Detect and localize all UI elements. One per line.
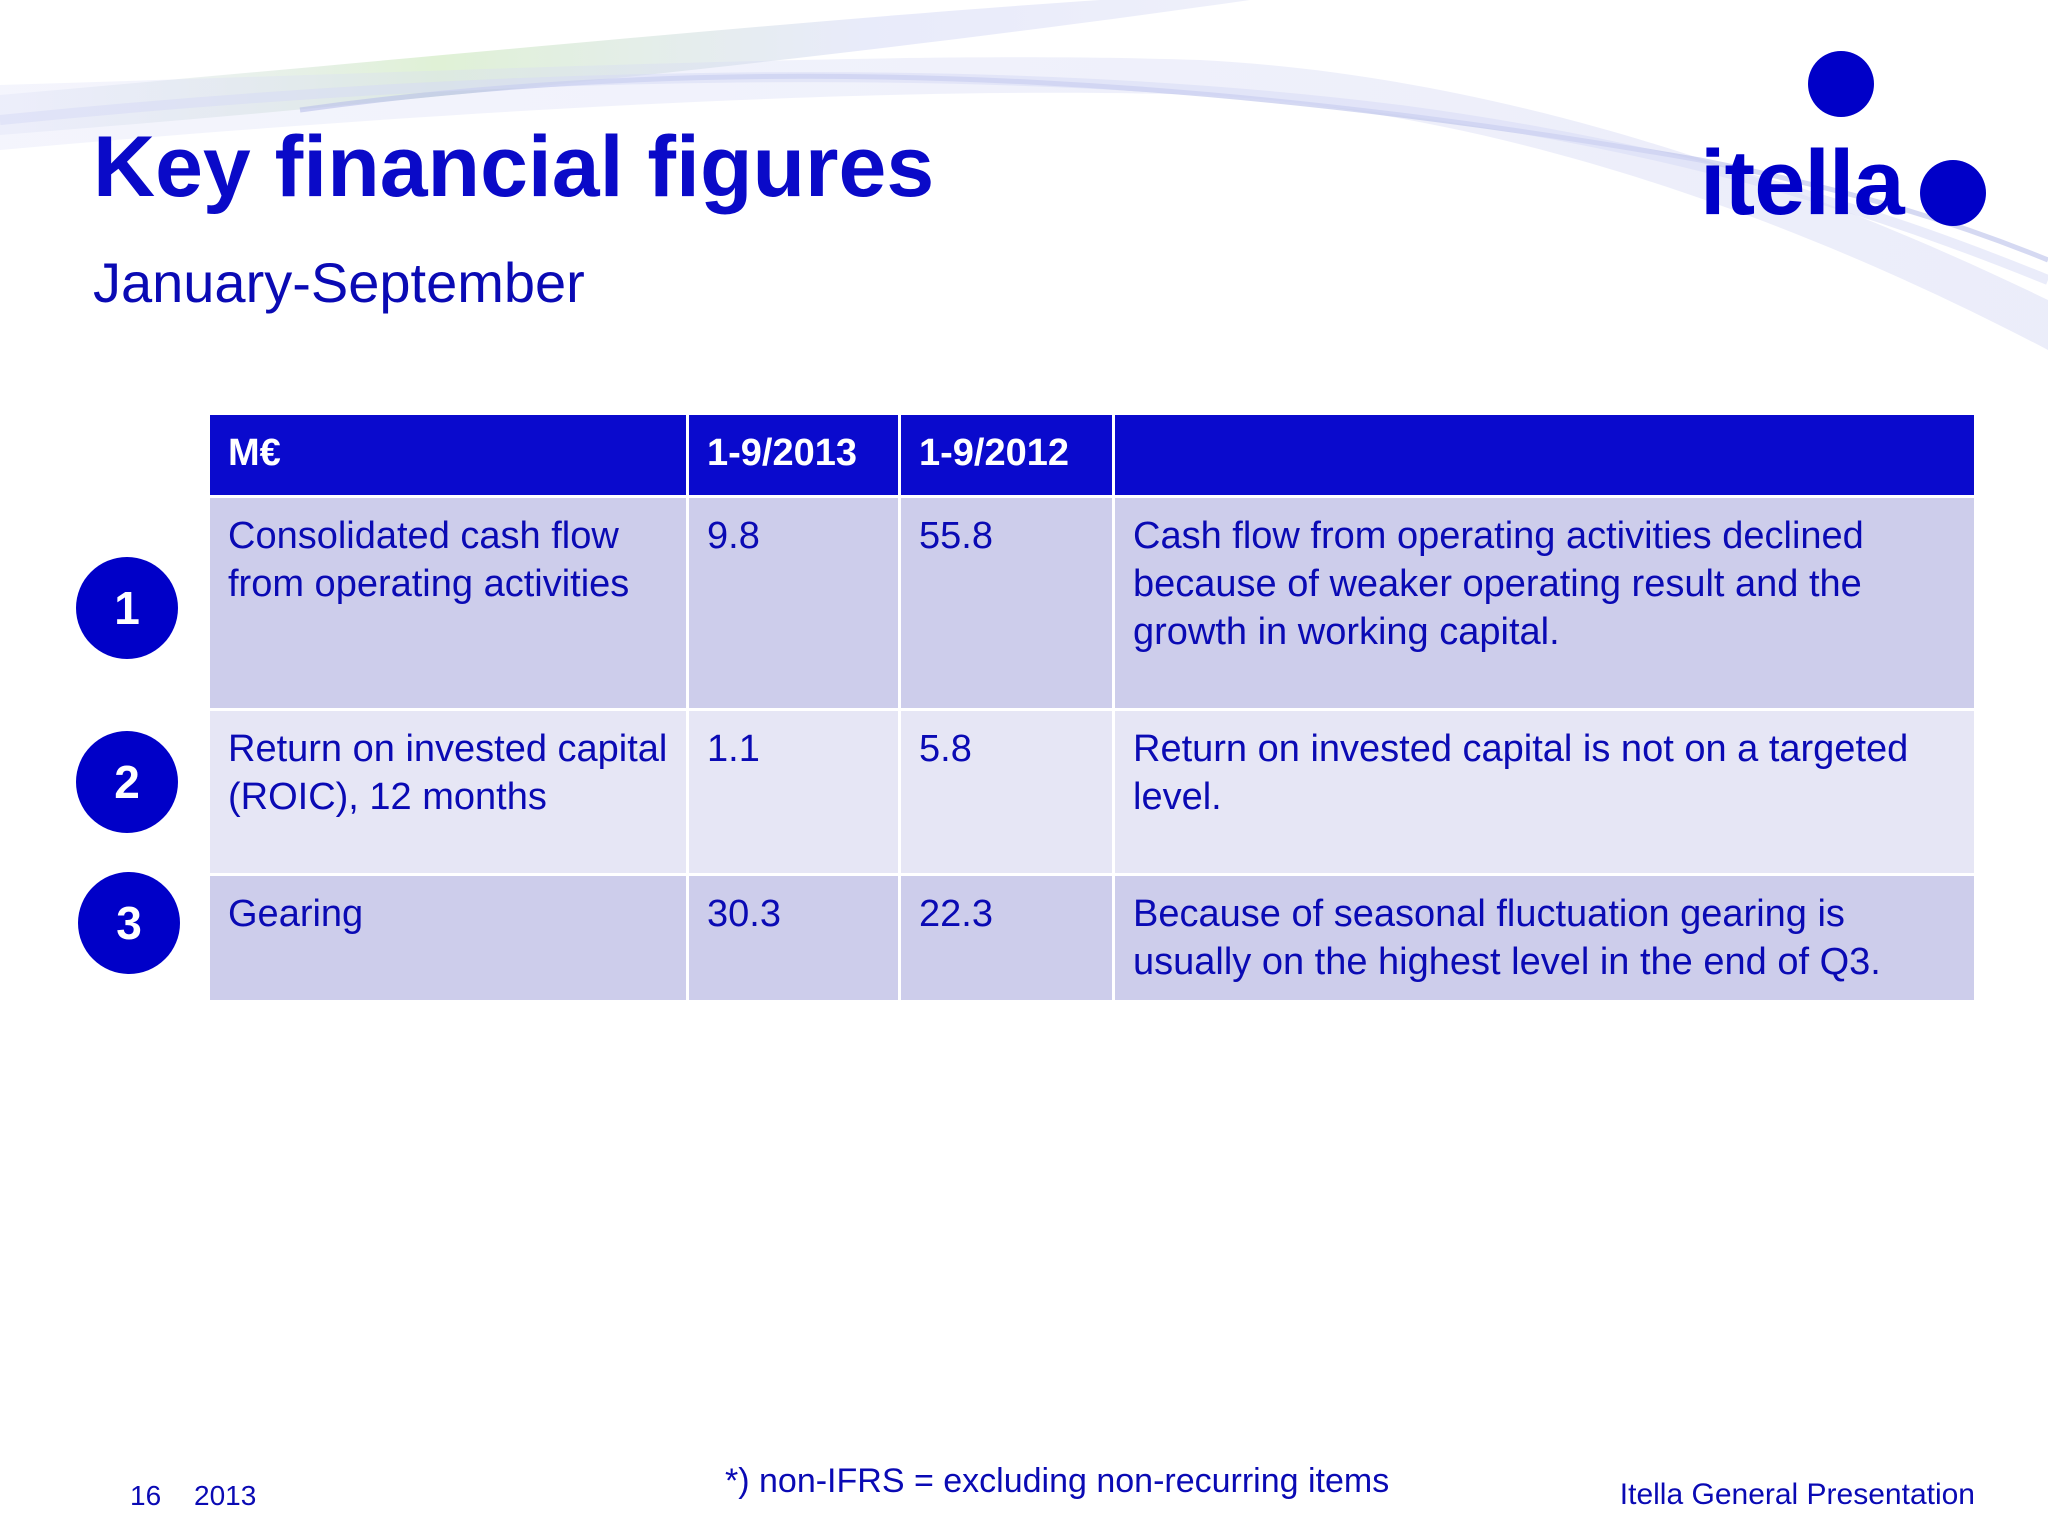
slide-subtitle: January-September bbox=[93, 251, 585, 314]
presentation-name: Itella General Presentation bbox=[1619, 1478, 1975, 1511]
metric-cell: Consolidated cash flow from operating ac… bbox=[207, 495, 689, 711]
value-2013-cell: 1.1 bbox=[686, 708, 901, 876]
value-2013-cell: 9.8 bbox=[686, 495, 901, 711]
table-header-row: M€ 1-9/2013 1-9/2012 bbox=[207, 412, 1977, 498]
background-swoosh bbox=[0, 0, 2048, 350]
comment-cell: Because of seasonal fluctuation gearing … bbox=[1112, 873, 1977, 1003]
value-2012-cell: 22.3 bbox=[898, 873, 1115, 1003]
logo-dot-icon bbox=[1920, 160, 1986, 226]
row-number-badge: 2 bbox=[76, 731, 178, 833]
header-2013: 1-9/2013 bbox=[686, 412, 901, 498]
key-figures-table: M€ 1-9/2013 1-9/2012 Consolidated cash f… bbox=[207, 412, 1977, 1003]
table-row: Consolidated cash flow from operating ac… bbox=[207, 495, 1977, 711]
metric-cell: Gearing bbox=[207, 873, 689, 1003]
table-row: Return on invested capital (ROIC), 12 mo… bbox=[207, 708, 1977, 876]
footnote: *) non-IFRS = excluding non-recurring it… bbox=[725, 1462, 1390, 1500]
header-2012: 1-9/2012 bbox=[898, 412, 1115, 498]
row-number-badge: 3 bbox=[78, 872, 180, 974]
page-number: 16 bbox=[130, 1480, 162, 1511]
logo-dot-icon bbox=[1808, 51, 1874, 117]
header-comment bbox=[1112, 412, 1977, 498]
metric-cell: Return on invested capital (ROIC), 12 mo… bbox=[207, 708, 689, 876]
itella-logo: itella bbox=[1700, 45, 2000, 235]
slide-title: Key financial figures bbox=[93, 119, 935, 215]
logo-wordmark: itella bbox=[1700, 132, 1905, 234]
value-2013-cell: 30.3 bbox=[686, 873, 901, 1003]
footer-year: 2013 bbox=[194, 1480, 257, 1511]
value-2012-cell: 55.8 bbox=[898, 495, 1115, 711]
header-unit: M€ bbox=[207, 412, 689, 498]
comment-cell: Cash flow from operating activities decl… bbox=[1112, 495, 1977, 711]
row-number-badge: 1 bbox=[76, 557, 178, 659]
table-row: Gearing 30.3 22.3 Because of seasonal fl… bbox=[207, 873, 1977, 1003]
comment-cell: Return on invested capital is not on a t… bbox=[1112, 708, 1977, 876]
value-2012-cell: 5.8 bbox=[898, 708, 1115, 876]
